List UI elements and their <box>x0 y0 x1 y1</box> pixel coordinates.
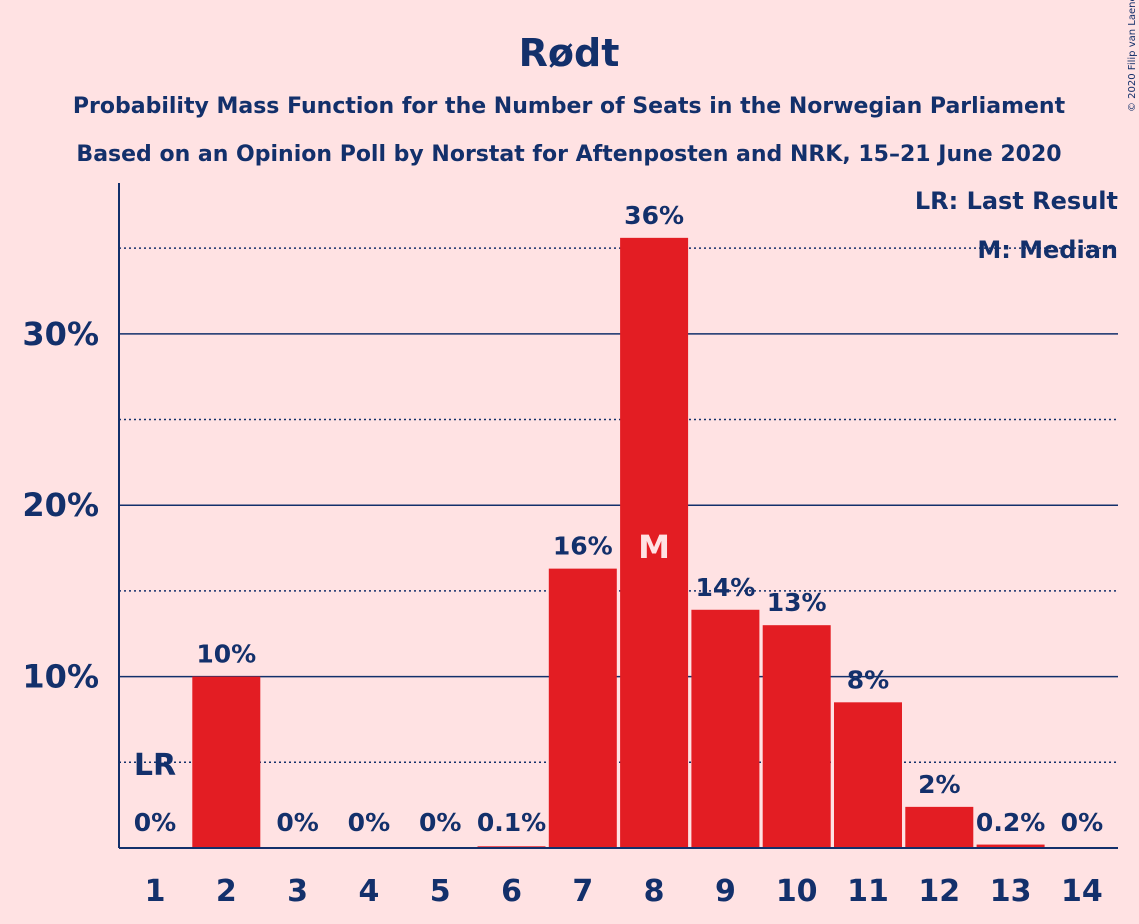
bar-7 <box>548 568 617 848</box>
x-tick-label: 5 <box>430 874 451 909</box>
bar-value-label: 0% <box>276 808 318 837</box>
chart-subtitle-line-2: Based on an Opinion Poll by Norstat for … <box>76 142 1061 167</box>
y-tick-label: 10% <box>22 658 99 696</box>
y-tick-label: 30% <box>22 315 99 353</box>
x-tick-label: 1 <box>145 874 166 909</box>
bar-value-label: 14% <box>695 573 755 602</box>
bar-12 <box>905 806 974 848</box>
bar-8 <box>620 237 689 849</box>
markers: M LR <box>134 528 670 783</box>
bar-13 <box>976 844 1045 848</box>
median-marker: M <box>638 528 670 566</box>
last-result-marker: LR <box>134 748 176 783</box>
chart-subtitle-line-1: Probability Mass Function for the Number… <box>73 94 1066 119</box>
legend-last-result: LR: Last Result <box>915 187 1118 215</box>
chart-title: Rødt <box>519 31 620 75</box>
x-tick-label: 14 <box>1061 874 1103 909</box>
x-tick-label: 2 <box>216 874 237 909</box>
bar-value-label: 0% <box>1061 808 1103 837</box>
copyright-notice: © 2020 Filip van Laenen <box>1127 0 1138 112</box>
x-tick-label: 9 <box>715 874 736 909</box>
x-tick-label: 7 <box>572 874 593 909</box>
bar-value-label: 2% <box>918 770 960 799</box>
x-tick-label: 4 <box>358 874 379 909</box>
x-tick-label: 13 <box>990 874 1032 909</box>
bar-9 <box>691 609 760 848</box>
x-tick-label: 11 <box>847 874 889 909</box>
x-tick-label: 6 <box>501 874 522 909</box>
bar-10 <box>762 625 831 848</box>
bar-value-label: 13% <box>767 588 827 617</box>
bar-value-label: 16% <box>553 532 613 561</box>
bar-value-label: 36% <box>624 201 684 230</box>
bar-value-label: 0.2% <box>976 808 1045 837</box>
bar-value-label: 0.1% <box>477 808 546 837</box>
bar-value-label: 0% <box>419 808 461 837</box>
bar-value-label: 10% <box>196 640 256 669</box>
x-axis: 1 2 3 4 5 6 7 8 9 10 11 12 13 14 <box>119 847 1118 909</box>
bar-value-label: 0% <box>348 808 390 837</box>
bar-2 <box>192 676 261 848</box>
x-tick-label: 3 <box>287 874 308 909</box>
bar-value-labels: 0% 10% 0% 0% 0% 0.1% 16% 36% 14% 13% 8% 2% 0.2% 0% <box>134 201 1103 837</box>
bars <box>192 237 1045 849</box>
bar-value-label: 8% <box>847 665 889 694</box>
x-tick-label: 8 <box>644 874 665 909</box>
gridlines <box>119 247 1118 764</box>
y-axis: 10% 20% 30% <box>22 183 120 848</box>
bar-value-label: 0% <box>134 808 176 837</box>
bar-11 <box>834 702 902 848</box>
legend-median: M: Median <box>977 236 1118 264</box>
y-tick-label: 20% <box>22 486 99 524</box>
x-tick-label: 10 <box>776 874 818 909</box>
x-tick-label: 12 <box>918 874 960 909</box>
